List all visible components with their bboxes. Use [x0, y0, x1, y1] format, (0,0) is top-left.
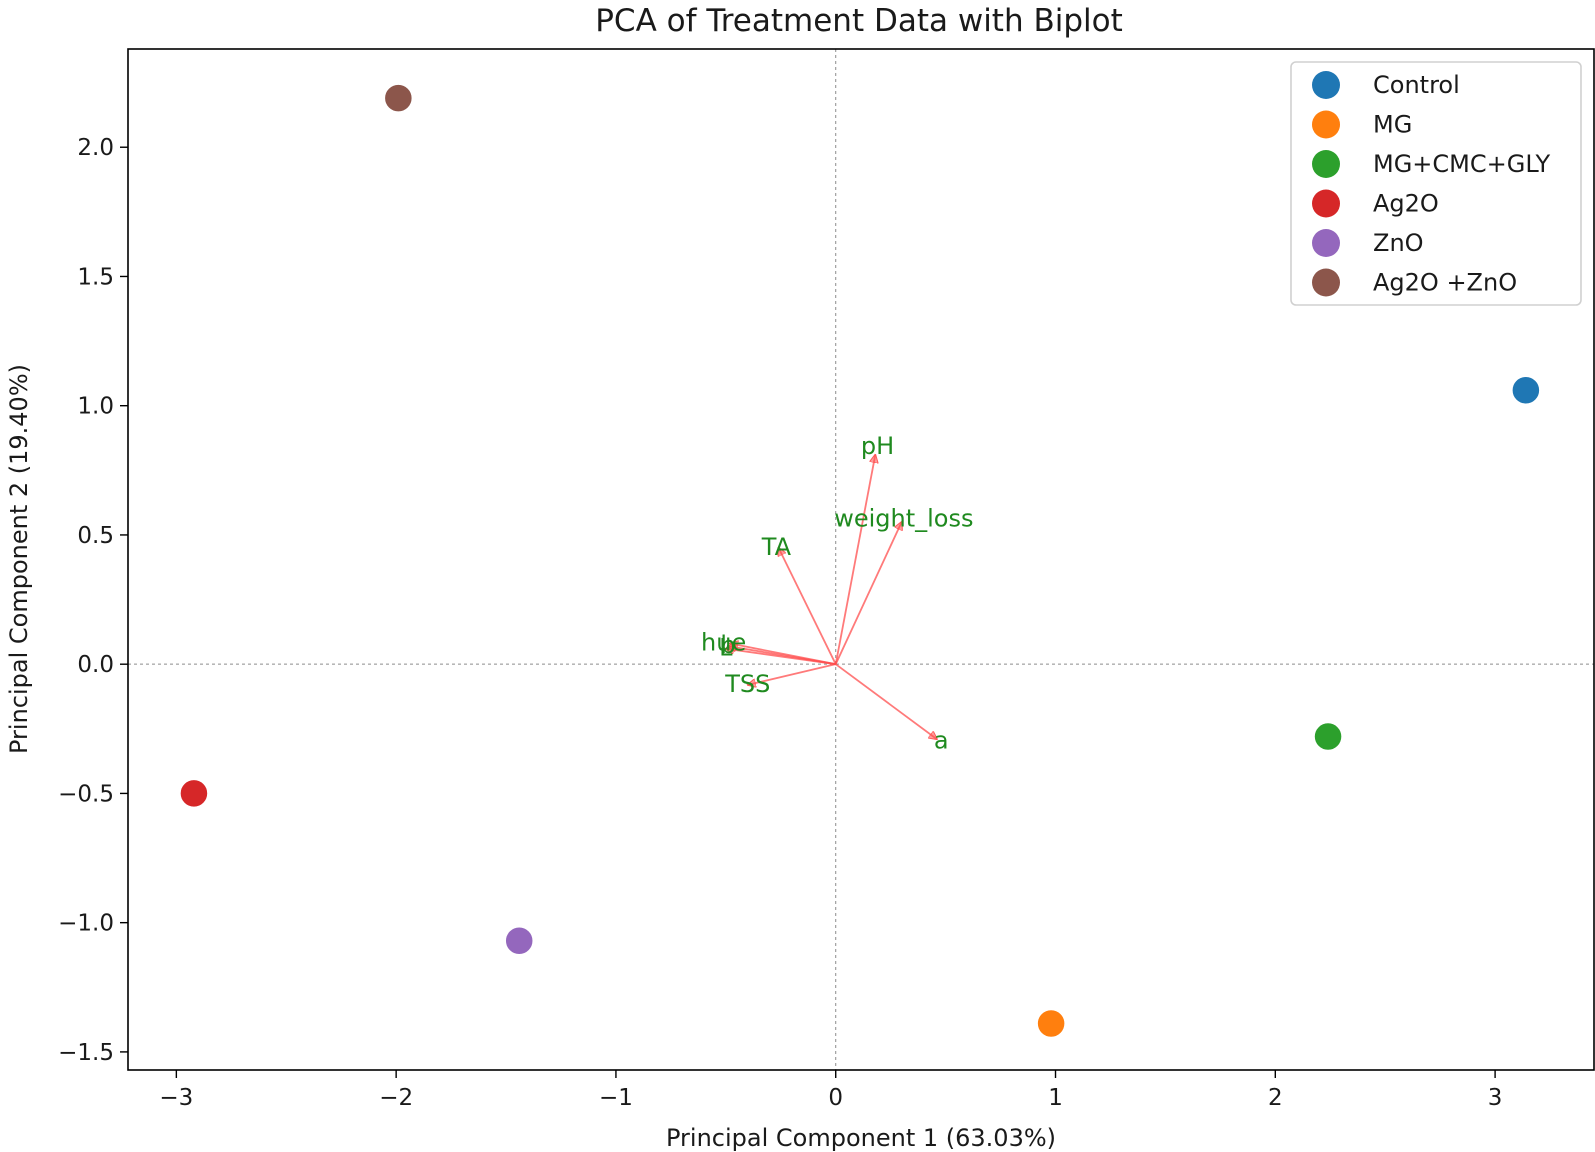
legend-label: MG+CMC+GLY: [1373, 150, 1551, 178]
legend-label: ZnO: [1373, 229, 1424, 257]
legend-marker: [1312, 268, 1340, 297]
legend-marker: [1312, 71, 1340, 99]
chart-title: PCA of Treatment Data with Biplot: [595, 3, 1123, 39]
plot-frame: [127, 48, 1595, 1071]
legend-label: Ag2O: [1373, 190, 1439, 218]
loading-label: b: [720, 631, 735, 659]
legend-frame: [1290, 61, 1582, 306]
y-tick-label: 1.5: [77, 264, 114, 290]
y-tick-label: −1.0: [58, 911, 114, 937]
scatter-point: [179, 778, 209, 809]
reference-lines: [128, 49, 1594, 1070]
loading-arrow: [834, 522, 902, 665]
x-tick-label: −1: [599, 1085, 633, 1111]
loading-label: TA: [761, 533, 792, 561]
y-tick-label: 1.0: [77, 394, 114, 420]
x-tick-label: 0: [828, 1085, 843, 1111]
y-tick-label: −0.5: [58, 781, 114, 807]
scatter-point: [1511, 375, 1541, 405]
loading-label: hue: [701, 629, 746, 657]
scatter-point: [383, 83, 414, 113]
x-axis-ticks: −3 −2 −1 0 1 2 3: [159, 1070, 1502, 1111]
y-axis-ticks: −1.5 −1.0 −0.5 0.0 0.5 1.0 1.5 2.0: [58, 135, 128, 1066]
loading-label: TSS: [724, 670, 770, 698]
legend: Control MG MG+CMC+GLY Ag2O ZnO Ag2O +ZnO: [1290, 61, 1582, 306]
x-tick-label: 3: [1488, 1085, 1503, 1111]
y-tick-label: 0.5: [77, 523, 114, 549]
x-tick-label: 2: [1268, 1085, 1283, 1111]
loading-label: a: [934, 727, 949, 755]
x-tick-label: −2: [379, 1085, 413, 1111]
loading-label: weight_loss: [834, 504, 973, 532]
y-axis-label: Principal Component 2 (19.40%): [5, 364, 33, 754]
y-tick-label: −1.5: [58, 1040, 114, 1066]
y-tick-label: 2.0: [77, 135, 114, 161]
x-axis-label: Principal Component 1 (63.03%): [666, 1124, 1056, 1152]
loading-arrow: [835, 663, 937, 739]
loading-arrow: [748, 663, 836, 685]
legend-label: Control: [1373, 71, 1460, 99]
loading-label: L: [719, 634, 733, 662]
loading-arrow: [834, 455, 876, 665]
scatter-point: [1313, 721, 1343, 752]
loading-arrow: [726, 649, 836, 666]
legend-label: MG: [1373, 111, 1412, 139]
loading-label: pH: [861, 432, 894, 460]
loading-arrow: [779, 548, 837, 665]
x-tick-label: −3: [159, 1085, 193, 1111]
legend-marker: [1312, 110, 1340, 139]
legend-marker: [1312, 229, 1340, 257]
legend-label: Ag2O +ZnO: [1373, 269, 1517, 297]
scatter-point: [504, 926, 534, 956]
legend-marker: [1312, 189, 1340, 218]
scatter-point: [1036, 1008, 1066, 1039]
data-points: [179, 83, 1541, 1039]
legend-items: Control MG MG+CMC+GLY Ag2O ZnO Ag2O +ZnO: [1312, 71, 1551, 297]
x-tick-label: 1: [1048, 1085, 1063, 1111]
y-tick-label: 0.0: [77, 652, 114, 678]
legend-marker: [1312, 150, 1340, 178]
